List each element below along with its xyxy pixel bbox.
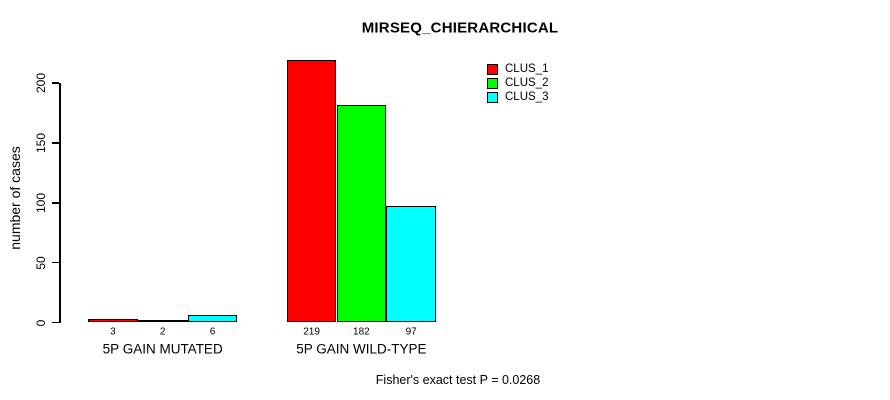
chart-title: MIRSEQ_CHIERARCHICAL [361,19,559,37]
bar-value-label: 219 [303,326,320,337]
y-axis-tick [52,261,59,264]
bar-clus-1-group-2 [286,60,337,323]
legend-label: CLUS_3 [505,91,549,103]
category-label-1: 5P GAIN MUTATED [102,341,223,356]
legend-label: CLUS_1 [505,63,549,75]
y-axis-label: number of cases [7,146,23,250]
bar-value-label: 2 [159,326,166,337]
y-axis-tick [52,142,59,144]
y-axis-tick [52,202,59,204]
bar-clus-3-group-1 [187,315,238,323]
legend-item-clus-3: CLUS_3 [487,90,548,104]
y-axis-tick [52,321,59,324]
bar-clus-1-group-1 [88,318,138,323]
y-axis-tick [52,82,59,84]
bar-clus-2-group-1 [137,320,188,323]
category-label-2: 5P GAIN WILD-TYPE [296,341,427,356]
y-axis-tick-label: 150 [34,132,48,153]
bar-value-label: 97 [405,326,417,337]
bar-clus-3-group-2 [386,206,437,323]
legend-swatch [487,63,498,75]
bar-value-label: 3 [110,326,116,337]
footnote: Fisher's exact test P = 0.0268 [375,373,541,387]
legend-label: CLUS_2 [505,77,549,89]
legend-swatch [487,91,498,103]
legend-swatch [487,77,498,89]
y-axis-line [59,82,61,323]
bar-value-label: 6 [209,326,216,337]
y-axis-tick-label: 200 [34,72,48,94]
legend-item-clus-1: CLUS_1 [487,62,548,76]
bar-value-label: 182 [353,326,370,337]
y-axis-tick-label: 100 [34,192,48,213]
legend: CLUS_1 CLUS_2 CLUS_3 [487,62,548,104]
y-axis-tick-label: 50 [34,255,48,270]
legend-item-clus-2: CLUS_2 [487,76,548,90]
bar-clus-2-group-2 [336,104,387,323]
y-axis-tick-label: 0 [34,319,48,326]
